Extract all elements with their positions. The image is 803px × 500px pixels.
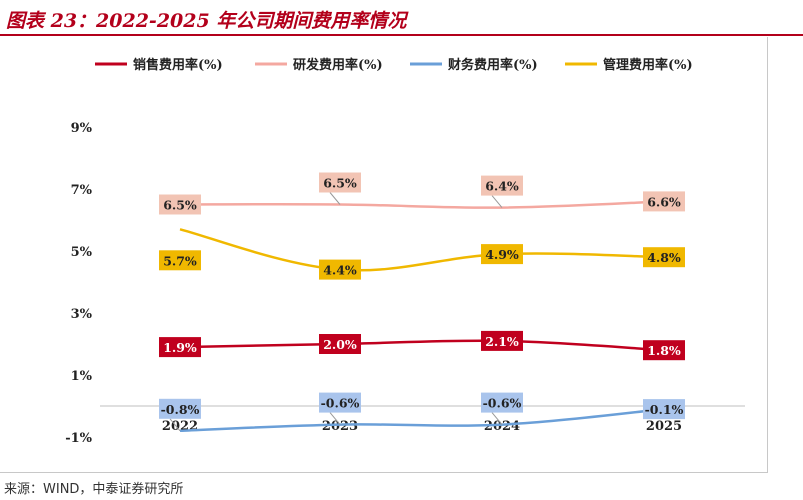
data-label-box-sales bbox=[481, 330, 523, 351]
y-tick-label: 1% bbox=[71, 369, 93, 384]
y-tick-label: 9% bbox=[71, 121, 93, 136]
data-label-leader bbox=[329, 412, 341, 425]
data-label-rnd: 6.6% bbox=[647, 194, 681, 209]
y-tick-label: 5% bbox=[71, 245, 93, 260]
y-tick-label: 7% bbox=[71, 183, 93, 198]
data-label-box-admin bbox=[481, 244, 523, 265]
data-label-rnd: 6.4% bbox=[485, 179, 519, 194]
data-label-box-finance bbox=[481, 392, 523, 413]
data-label-box-finance bbox=[319, 392, 361, 413]
data-label-rnd: 6.5% bbox=[163, 198, 197, 213]
x-tick-label: 2024 bbox=[484, 419, 520, 434]
data-label-box-admin bbox=[643, 247, 685, 268]
data-label-sales: 1.8% bbox=[647, 343, 681, 358]
y-tick-label: 3% bbox=[71, 307, 93, 322]
expense-ratio-line-chart: -1% 1% 3% 5% 7% 9% 2022 2023 2024 2025 1.9% 2.0% 2.1… bbox=[65, 57, 745, 446]
legend-label-rnd: 研发费用率(%) bbox=[293, 57, 383, 73]
data-label-box-sales bbox=[319, 334, 361, 354]
data-label-box-sales bbox=[643, 340, 685, 361]
data-label-finance: -0.6% bbox=[321, 396, 360, 411]
data-label-admin: 4.4% bbox=[323, 263, 357, 278]
figure-title-bar: 图表 23：2022-2025 年公司期间费用率情况 bbox=[0, 0, 803, 36]
data-label-sales: 1.9% bbox=[163, 340, 197, 355]
legend-label-finance: 财务费用率(%) bbox=[448, 57, 538, 73]
data-label-box-admin bbox=[319, 259, 361, 280]
figure-title: 图表 23：2022-2025 年公司期间费用率情况 bbox=[6, 10, 407, 32]
series-line-finance bbox=[179, 407, 665, 433]
data-label-box-finance bbox=[643, 399, 685, 420]
data-label-sales: 2.0% bbox=[323, 337, 357, 352]
data-label-rnd: 6.5% bbox=[323, 176, 357, 191]
x-tick-label: 2023 bbox=[322, 419, 358, 434]
data-label-leader bbox=[491, 195, 503, 208]
data-label-box-rnd bbox=[319, 172, 361, 193]
data-label-sales: 2.1% bbox=[485, 334, 519, 349]
data-label-box-rnd bbox=[159, 194, 201, 215]
data-label-finance: -0.8% bbox=[161, 402, 200, 417]
data-label-admin: 4.9% bbox=[485, 247, 519, 262]
chart-frame bbox=[0, 37, 768, 473]
series-line-rnd bbox=[179, 200, 665, 209]
title-underline bbox=[0, 34, 803, 36]
data-label-finance: -0.1% bbox=[645, 402, 684, 417]
legend-label-admin: 管理费用率(%) bbox=[603, 57, 693, 73]
data-label-box-admin bbox=[159, 250, 201, 271]
series-lines bbox=[179, 200, 665, 433]
data-label-finance: -0.6% bbox=[483, 396, 522, 411]
series-line-admin bbox=[179, 228, 665, 272]
data-label-box-rnd bbox=[481, 175, 523, 196]
data-label-box-sales bbox=[159, 337, 201, 358]
x-tick-label: 2022 bbox=[162, 419, 198, 434]
legend-label-sales: 销售费用率(%) bbox=[133, 57, 223, 73]
data-label-leader bbox=[169, 418, 181, 432]
x-tick-label: 2025 bbox=[646, 419, 682, 434]
source-note: 来源：WIND，中泰证券研究所 bbox=[4, 482, 184, 497]
data-label-leader bbox=[329, 192, 341, 205]
data-label-admin: 4.8% bbox=[647, 250, 681, 265]
data-label-leader bbox=[491, 412, 503, 425]
y-tick-label: -1% bbox=[65, 431, 92, 446]
data-label-box-finance bbox=[159, 398, 201, 419]
data-label-box-rnd bbox=[643, 191, 685, 212]
series-line-sales bbox=[179, 339, 665, 352]
data-label-admin: 5.7% bbox=[163, 253, 197, 268]
